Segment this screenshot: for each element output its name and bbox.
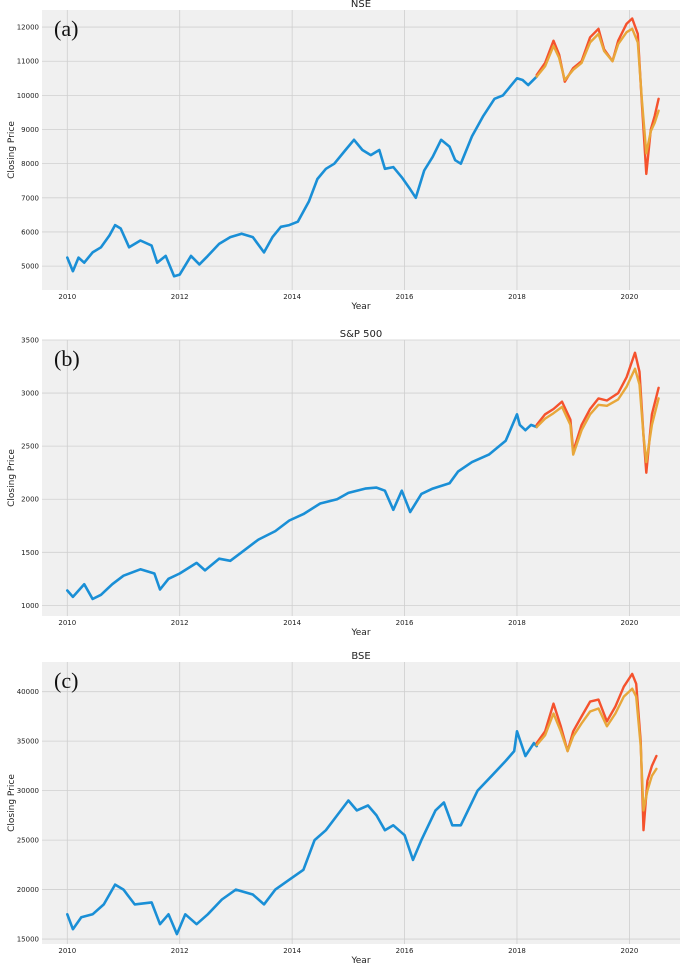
series-line-predictions bbox=[535, 367, 660, 464]
chart-panel-1: 2010 2012 2014 2016 2018 2020 5000 6000 7000 8000… bbox=[7, 0, 680, 312]
x-tick-label: 2020 bbox=[620, 293, 638, 301]
plot-area bbox=[42, 340, 680, 616]
y-axis-label: Closing Price bbox=[7, 121, 17, 179]
series-line-train bbox=[66, 413, 539, 601]
chart-panel-3: 2010 2012 2014 2016 2018 2020 15000 20000 25000 3… bbox=[7, 651, 680, 966]
x-tick-label: 2014 bbox=[283, 619, 301, 627]
x-axis-label: Year bbox=[350, 628, 370, 638]
series-line-predictions bbox=[535, 687, 658, 812]
x-axis-label: Year bbox=[350, 956, 370, 966]
x-tick-label: 2018 bbox=[508, 947, 526, 955]
y-tick-label: 11000 bbox=[17, 58, 39, 66]
x-tick-label: 2018 bbox=[508, 293, 526, 301]
x-tick-label: 2016 bbox=[396, 947, 414, 955]
series-line-train bbox=[66, 730, 539, 936]
x-tick-label: 2012 bbox=[171, 619, 189, 627]
chart-title: S&P 500 bbox=[340, 329, 382, 340]
x-tick-label: 2012 bbox=[171, 947, 189, 955]
x-tick-label: 2018 bbox=[508, 619, 526, 627]
chart-title: NSE bbox=[351, 0, 371, 10]
y-tick-label: 15000 bbox=[17, 936, 39, 944]
y-tick-label: 35000 bbox=[17, 738, 39, 746]
y-axis-label: Closing Price bbox=[7, 449, 17, 507]
y-tick-label: 12000 bbox=[17, 24, 39, 32]
y-tick-label: 2000 bbox=[21, 496, 39, 504]
x-axis-label: Year bbox=[350, 302, 370, 312]
x-tick-label: 2016 bbox=[396, 619, 414, 627]
y-tick-label: 7000 bbox=[21, 194, 39, 202]
y-tick-label: 25000 bbox=[17, 837, 39, 845]
x-tick-label: 2014 bbox=[283, 293, 301, 301]
series-line-train bbox=[66, 75, 539, 278]
panel-tag: (b) bbox=[54, 346, 80, 371]
panel-tag: (a) bbox=[54, 16, 78, 41]
x-tick-label: 2014 bbox=[283, 947, 301, 955]
y-tick-label: 6000 bbox=[21, 228, 39, 236]
y-tick-label: 10000 bbox=[17, 92, 39, 100]
plot-area bbox=[42, 662, 680, 944]
x-tick-label: 2012 bbox=[171, 293, 189, 301]
y-tick-label: 9000 bbox=[21, 126, 39, 134]
x-tick-label: 2020 bbox=[620, 619, 638, 627]
y-tick-label: 20000 bbox=[17, 886, 39, 894]
x-tick-label: 2016 bbox=[396, 293, 414, 301]
y-tick-label: 40000 bbox=[17, 688, 39, 696]
y-tick-label: 30000 bbox=[17, 787, 39, 795]
chart-panel-2: 2010 2012 2014 2016 2018 2020 1000 1500 2000 2500… bbox=[7, 329, 680, 638]
series-line-valid bbox=[535, 672, 658, 832]
y-tick-label: 5000 bbox=[21, 263, 39, 271]
chart-title: BSE bbox=[351, 651, 370, 662]
y-tick-label: 3000 bbox=[21, 390, 39, 398]
x-tick-label: 2010 bbox=[58, 293, 76, 301]
panel-tag: (c) bbox=[54, 668, 78, 693]
x-tick-label: 2010 bbox=[58, 947, 76, 955]
x-tick-label: 2020 bbox=[620, 947, 638, 955]
y-axis-label: Closing Price bbox=[7, 774, 17, 832]
y-tick-label: 3500 bbox=[21, 337, 39, 345]
series-line-predictions bbox=[535, 27, 660, 155]
y-tick-label: 8000 bbox=[21, 160, 39, 168]
y-tick-label: 2500 bbox=[21, 443, 39, 451]
y-tick-label: 1000 bbox=[21, 602, 39, 610]
x-tick-label: 2010 bbox=[58, 619, 76, 627]
y-tick-label: 1500 bbox=[21, 549, 39, 557]
